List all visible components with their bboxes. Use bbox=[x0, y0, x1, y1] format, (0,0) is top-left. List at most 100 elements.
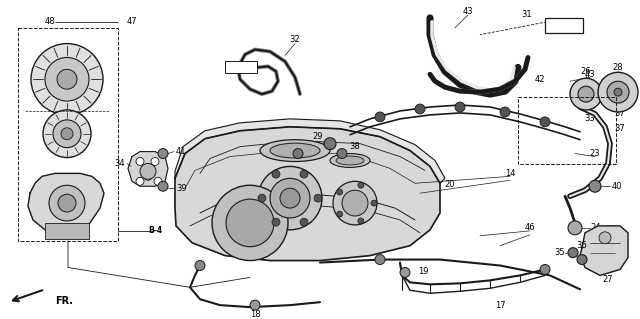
Circle shape bbox=[158, 149, 168, 159]
Text: 43: 43 bbox=[585, 70, 595, 79]
Text: 24: 24 bbox=[590, 223, 600, 232]
Circle shape bbox=[358, 218, 364, 224]
Circle shape bbox=[540, 264, 550, 274]
Text: 28: 28 bbox=[612, 63, 623, 72]
Text: 23: 23 bbox=[589, 149, 600, 158]
Circle shape bbox=[31, 44, 103, 115]
Circle shape bbox=[212, 185, 288, 261]
Circle shape bbox=[158, 181, 168, 191]
Circle shape bbox=[577, 255, 587, 264]
Circle shape bbox=[258, 194, 266, 202]
Polygon shape bbox=[580, 226, 628, 275]
Circle shape bbox=[607, 81, 629, 103]
Text: FR.: FR. bbox=[55, 296, 73, 306]
Circle shape bbox=[136, 177, 144, 185]
Text: 17: 17 bbox=[495, 300, 506, 310]
Text: 32: 32 bbox=[290, 35, 300, 44]
Circle shape bbox=[568, 221, 582, 235]
Circle shape bbox=[151, 158, 159, 166]
Text: 35: 35 bbox=[555, 248, 565, 257]
Circle shape bbox=[371, 200, 377, 206]
Circle shape bbox=[415, 104, 425, 114]
Ellipse shape bbox=[330, 153, 370, 167]
Circle shape bbox=[270, 178, 310, 218]
Circle shape bbox=[144, 172, 152, 180]
Circle shape bbox=[258, 167, 322, 230]
Text: 42: 42 bbox=[535, 75, 545, 84]
Circle shape bbox=[455, 102, 465, 112]
Text: 38: 38 bbox=[280, 142, 291, 151]
Circle shape bbox=[375, 112, 385, 122]
Text: 29: 29 bbox=[313, 132, 323, 141]
Circle shape bbox=[337, 189, 342, 195]
Circle shape bbox=[272, 170, 280, 178]
Circle shape bbox=[589, 180, 601, 192]
Circle shape bbox=[49, 185, 85, 221]
Text: 27: 27 bbox=[603, 275, 613, 284]
Polygon shape bbox=[28, 173, 104, 236]
Polygon shape bbox=[175, 119, 445, 183]
Circle shape bbox=[53, 120, 81, 148]
Circle shape bbox=[342, 190, 368, 216]
Circle shape bbox=[314, 194, 322, 202]
Text: 37: 37 bbox=[614, 124, 625, 133]
Ellipse shape bbox=[336, 156, 364, 165]
Ellipse shape bbox=[260, 140, 330, 161]
Text: 48: 48 bbox=[45, 17, 55, 26]
Circle shape bbox=[154, 177, 162, 185]
Circle shape bbox=[300, 218, 308, 226]
Circle shape bbox=[337, 149, 347, 159]
Circle shape bbox=[568, 248, 578, 257]
Bar bbox=[18, 28, 118, 241]
Ellipse shape bbox=[270, 143, 320, 158]
Polygon shape bbox=[128, 152, 168, 186]
Bar bbox=[545, 18, 583, 33]
Circle shape bbox=[195, 261, 205, 271]
Circle shape bbox=[136, 158, 144, 166]
Bar bbox=[45, 223, 89, 239]
Bar bbox=[225, 62, 257, 73]
Text: B-4: B-4 bbox=[557, 21, 571, 30]
Bar bbox=[518, 97, 616, 165]
Text: 25: 25 bbox=[573, 94, 583, 104]
Text: 39: 39 bbox=[176, 184, 187, 193]
Text: 46: 46 bbox=[525, 223, 535, 232]
Circle shape bbox=[58, 194, 76, 212]
Circle shape bbox=[293, 149, 303, 159]
Circle shape bbox=[140, 163, 156, 179]
Text: 41: 41 bbox=[176, 147, 186, 156]
Circle shape bbox=[300, 170, 308, 178]
Text: 47: 47 bbox=[127, 17, 138, 26]
Circle shape bbox=[226, 199, 274, 247]
Text: 34: 34 bbox=[115, 159, 125, 168]
Text: 26: 26 bbox=[580, 67, 591, 76]
Text: 40: 40 bbox=[612, 182, 623, 191]
Circle shape bbox=[250, 300, 260, 310]
Circle shape bbox=[57, 69, 77, 89]
Circle shape bbox=[540, 117, 550, 127]
Circle shape bbox=[61, 128, 73, 140]
Circle shape bbox=[324, 138, 336, 150]
Circle shape bbox=[358, 182, 364, 188]
Text: B-4: B-4 bbox=[148, 226, 162, 235]
Circle shape bbox=[614, 88, 622, 96]
Text: 31: 31 bbox=[522, 10, 532, 19]
Text: 37: 37 bbox=[614, 109, 625, 118]
Circle shape bbox=[272, 218, 280, 226]
Text: 38: 38 bbox=[349, 142, 360, 151]
Circle shape bbox=[578, 86, 594, 102]
Circle shape bbox=[280, 188, 300, 208]
Text: 43: 43 bbox=[463, 7, 474, 16]
Text: B-4: B-4 bbox=[234, 63, 248, 72]
Text: 19: 19 bbox=[418, 267, 429, 276]
Polygon shape bbox=[175, 127, 440, 261]
Circle shape bbox=[570, 78, 602, 110]
Circle shape bbox=[599, 232, 611, 244]
Circle shape bbox=[375, 255, 385, 264]
Text: 18: 18 bbox=[250, 309, 260, 319]
Circle shape bbox=[337, 211, 342, 217]
Circle shape bbox=[598, 72, 638, 112]
Text: 36: 36 bbox=[577, 241, 588, 250]
Circle shape bbox=[500, 107, 510, 117]
Circle shape bbox=[333, 181, 377, 225]
